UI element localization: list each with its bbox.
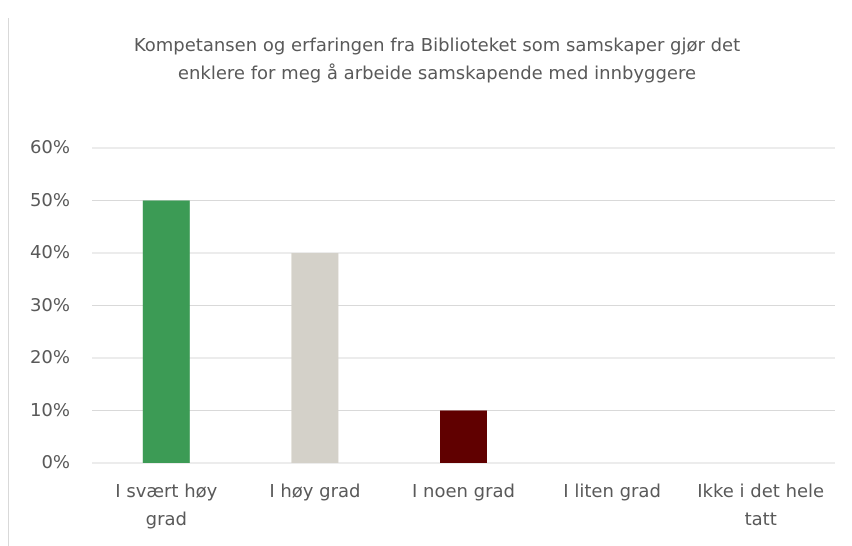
x-tick-label: I liten grad [563,481,661,502]
bar [291,253,339,463]
bar [440,410,487,463]
x-tick-label: I høy grad [269,481,361,502]
x-tick-label: Ikke i det hele tatt [697,481,825,530]
x-tick-label: I svært høy grad [115,481,218,530]
y-tick-label: 40% [29,242,70,263]
y-tick-label: 30% [29,294,70,316]
y-tick-label: 10% [29,399,70,421]
chart-title: Kompetansen og erfaringen fra Biblioteke… [133,35,741,84]
x-tick-label: I noen grad [412,481,515,502]
y-tick-label: 20% [29,347,70,368]
y-tick-label: 50% [29,189,70,211]
bar [142,200,190,463]
y-tick-label: 0% [41,452,70,473]
y-tick-label: 60% [29,137,70,158]
